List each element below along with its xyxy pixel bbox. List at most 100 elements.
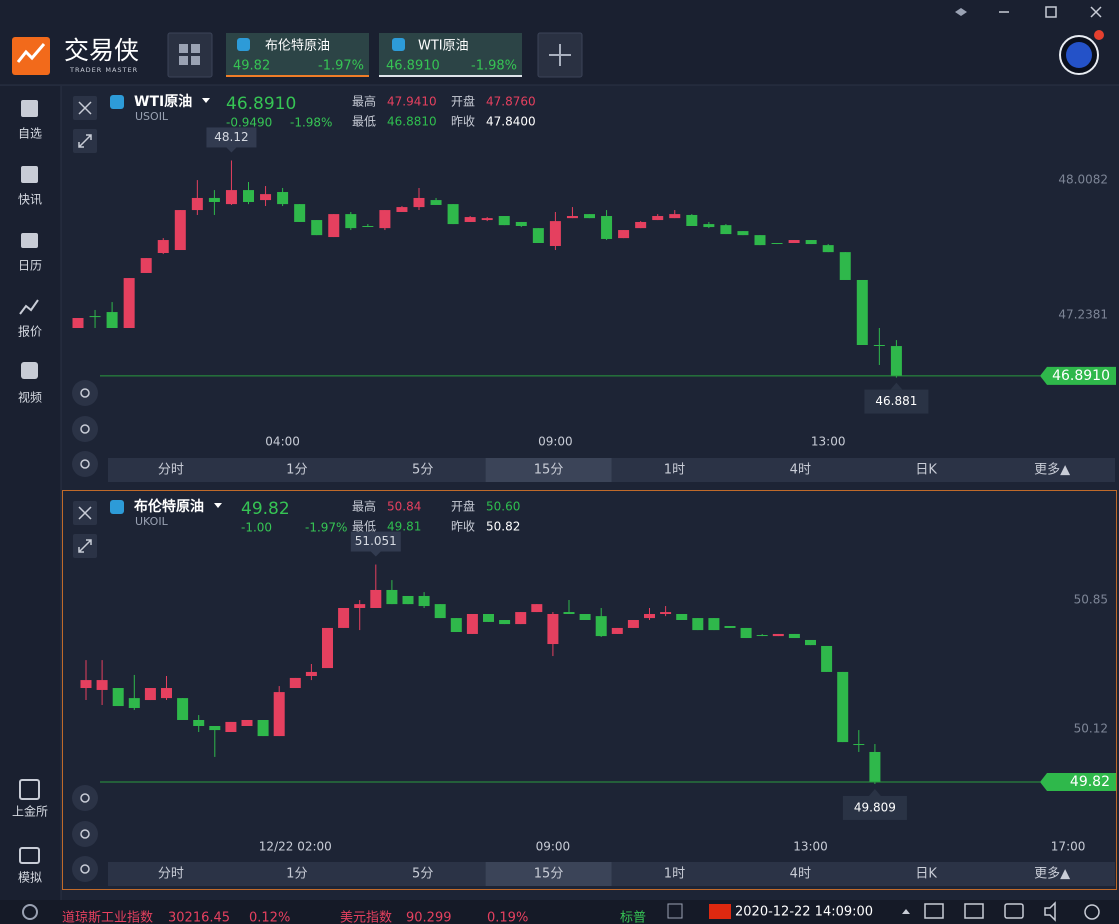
sidebar-label[interactable]: 自选 (18, 127, 42, 141)
timeframe-tab[interactable]: 15分 (534, 463, 564, 478)
stat-value: 47.8400 (486, 115, 536, 129)
timeframe-tab[interactable]: 分时 (158, 867, 184, 882)
candle-body (708, 618, 720, 631)
tab-name: WTI原油 (418, 39, 469, 54)
tab-icon (392, 38, 405, 51)
icon (21, 100, 38, 117)
timeframe-tab[interactable]: 日K (915, 463, 937, 478)
sidebar-label[interactable]: 日历 (18, 259, 42, 273)
candle-body (890, 346, 902, 376)
sidebar (0, 86, 61, 900)
logo-glyph (16, 43, 46, 63)
candle-body (345, 214, 357, 229)
sidebar-label[interactable]: 报价 (18, 324, 42, 339)
tool-button[interactable] (72, 856, 98, 882)
tool-button[interactable] (72, 785, 98, 811)
candle-body (338, 607, 350, 628)
stat-value: 49.81 (387, 520, 421, 534)
candle-body (724, 626, 736, 628)
symbol-code: USOIL (135, 110, 169, 123)
icon[interactable] (964, 903, 984, 919)
icon[interactable] (1084, 904, 1100, 920)
tab-price: 46.8910 (386, 59, 440, 74)
candle-body (311, 220, 323, 236)
sidebar-label[interactable]: 快讯 (18, 193, 42, 207)
timeframe-tab[interactable]: 更多▲ (1034, 462, 1070, 478)
candle-body (627, 620, 639, 628)
stat-value: 50.84 (387, 500, 421, 514)
sidebar-label[interactable]: 上金所 (12, 804, 48, 819)
icon[interactable] (1004, 903, 1024, 919)
candle-body (873, 345, 885, 347)
clock-toggle[interactable] (902, 909, 910, 914)
candle-body (822, 245, 834, 253)
tab-price: 49.82 (233, 59, 270, 74)
last-price-label: 46.8910 (1052, 368, 1110, 384)
timeframe-tab[interactable]: 4时 (790, 463, 811, 478)
layout-button[interactable] (167, 32, 213, 78)
symbol-icon (110, 95, 124, 109)
timeframe-selected[interactable] (485, 458, 612, 482)
timeframe-tab[interactable]: 4时 (790, 867, 811, 882)
ticker-change: 0.19% (487, 911, 528, 924)
candle-body (157, 240, 169, 253)
max-marker: 48.12 (214, 130, 248, 144)
timeframe-selected[interactable] (485, 862, 612, 886)
close-button[interactable] (1090, 6, 1102, 18)
timeframe-tab[interactable]: 15分 (534, 867, 564, 882)
tool-button[interactable] (72, 416, 98, 442)
symbol-dropdown[interactable] (214, 503, 222, 508)
candle-body (140, 258, 152, 273)
timeframe-tab[interactable]: 5分 (412, 867, 433, 882)
change-pct: -1.98% (290, 116, 332, 130)
timeframe-tab[interactable]: 1时 (664, 463, 685, 478)
timeframe-tab[interactable]: 分时 (158, 463, 184, 478)
tool-button[interactable] (72, 821, 98, 847)
x-tick-label: 09:00 (538, 435, 573, 449)
timeframe-tab[interactable]: 5分 (412, 463, 433, 478)
symbol-icon (110, 500, 124, 514)
expand-icon (78, 539, 92, 553)
tool-button[interactable] (72, 380, 98, 406)
candle-body (434, 604, 446, 619)
support-icon[interactable] (22, 904, 38, 920)
window-icon[interactable] (955, 8, 967, 16)
candle-body (740, 627, 752, 639)
ticker-value: 30216.45 (168, 911, 230, 924)
symbol-dropdown[interactable] (202, 98, 210, 103)
candle-body (805, 639, 816, 646)
candle-body (260, 194, 272, 201)
min-marker: 46.881 (875, 394, 917, 408)
candle-body (80, 680, 92, 689)
icon[interactable] (924, 903, 944, 919)
icon (21, 233, 38, 248)
symbol-name: 布伦特原油 (134, 498, 204, 515)
timeframe-tab[interactable]: 1分 (286, 867, 307, 882)
layout-icon (179, 44, 188, 53)
tool-icon (80, 459, 90, 469)
max-marker-box (206, 127, 257, 148)
icon[interactable] (1044, 901, 1056, 922)
timeframe-tab[interactable]: 更多▲ (1034, 866, 1070, 882)
candle-body (273, 692, 285, 737)
sidebar-label[interactable]: 视频 (18, 390, 42, 405)
swap-icon[interactable] (667, 903, 683, 919)
maximize-button[interactable] (1045, 6, 1057, 18)
candle-body (447, 204, 459, 225)
stat-label: 最高 (352, 94, 376, 109)
sidebar-label[interactable]: 模拟 (18, 871, 42, 885)
ticker-name: 标普 (620, 911, 646, 924)
tab-change: -1.98% (471, 59, 517, 74)
candle-body (209, 726, 221, 731)
candle-body (89, 316, 101, 318)
candle-body (430, 200, 442, 205)
candle-body (72, 318, 84, 329)
candle-body (549, 221, 561, 246)
timeframe-tab[interactable]: 1分 (286, 463, 307, 478)
timeframe-tab[interactable]: 1时 (664, 867, 685, 882)
tool-button[interactable] (72, 451, 98, 477)
candle-body (515, 221, 527, 227)
candle-body (686, 214, 698, 227)
timeframe-tab[interactable]: 日K (915, 867, 937, 882)
stat-label: 最低 (352, 520, 376, 534)
